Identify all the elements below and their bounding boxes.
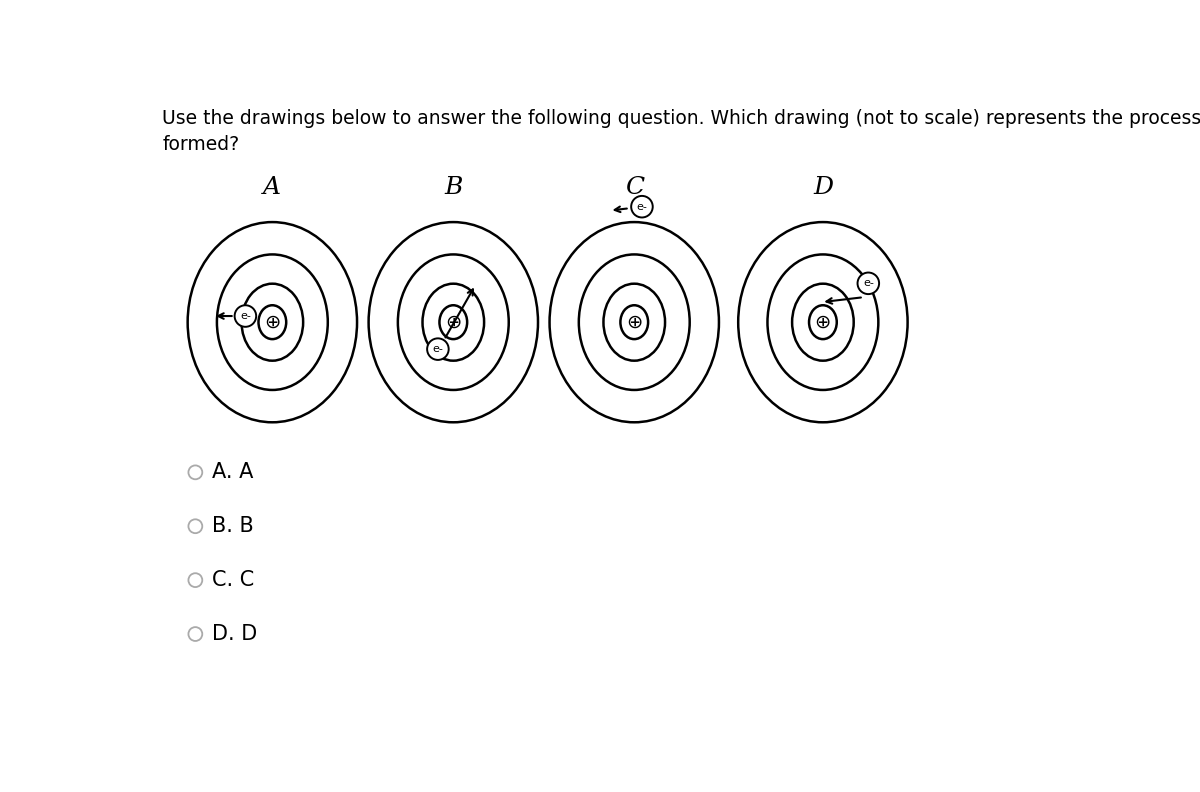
Ellipse shape — [258, 305, 287, 339]
Text: e-: e- — [240, 311, 251, 321]
Text: ⊕: ⊕ — [626, 313, 642, 332]
Text: ⊕: ⊕ — [815, 313, 832, 332]
Text: B. B: B. B — [212, 516, 254, 536]
Text: D. D: D. D — [212, 624, 258, 644]
Text: e-: e- — [863, 278, 874, 288]
Ellipse shape — [620, 305, 648, 339]
Text: A: A — [263, 176, 281, 199]
Text: e-: e- — [432, 345, 443, 354]
Text: A. A: A. A — [212, 463, 253, 482]
Text: ⊕: ⊕ — [445, 313, 462, 332]
Ellipse shape — [809, 305, 836, 339]
Ellipse shape — [439, 305, 467, 339]
Text: C: C — [625, 176, 644, 199]
Text: D: D — [812, 176, 833, 199]
Ellipse shape — [858, 272, 880, 294]
Text: Use the drawings below to answer the following question. Which drawing (not to s: Use the drawings below to answer the fol… — [162, 109, 1200, 128]
Ellipse shape — [427, 338, 449, 360]
Ellipse shape — [631, 196, 653, 218]
Text: e-: e- — [636, 202, 647, 211]
Text: ⊕: ⊕ — [264, 313, 281, 332]
Ellipse shape — [235, 305, 256, 327]
Text: formed?: formed? — [162, 135, 239, 154]
Text: C. C: C. C — [212, 570, 254, 590]
Text: B: B — [444, 176, 462, 199]
